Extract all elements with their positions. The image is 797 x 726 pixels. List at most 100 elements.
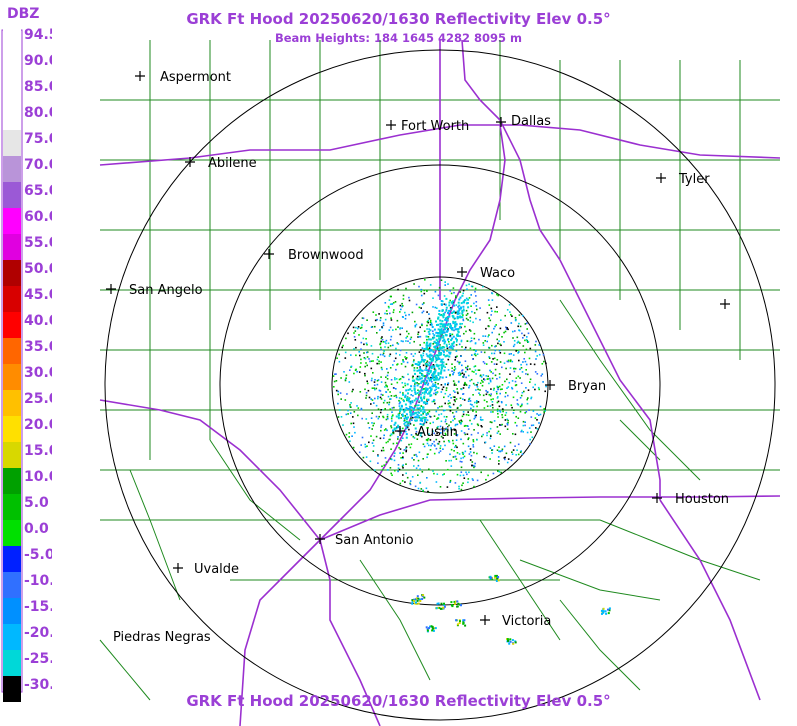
echo-pixel [423, 292, 426, 295]
echo-pixel [384, 302, 387, 304]
echo-pixel [543, 360, 545, 363]
echo-pixel [414, 427, 417, 430]
echo-pixel [459, 421, 461, 424]
echo-pixel [605, 612, 608, 615]
echo-pixel [404, 317, 407, 320]
echo-pixel [440, 366, 443, 369]
echo-pixel [393, 455, 396, 457]
echo-pixel [395, 328, 397, 331]
echo-pixel [491, 331, 493, 334]
echo-pixel [371, 442, 374, 444]
echo-pixel [474, 416, 477, 419]
map-title-bottom: GRK Ft Hood 20250620/1630 Reflectivity E… [186, 692, 611, 710]
echo-pixel [365, 397, 367, 399]
echo-pixel [433, 444, 436, 446]
echo-pixel [413, 385, 416, 388]
echo-pixel [505, 411, 508, 414]
echo-pixel [402, 360, 404, 362]
echo-pixel [423, 401, 426, 404]
city-cross-icon [480, 615, 490, 625]
echo-pixel [449, 481, 451, 483]
echo-pixel [458, 487, 460, 490]
echo-pixel [423, 596, 426, 599]
echo-pixel [439, 486, 442, 488]
echo-pixel [437, 602, 440, 605]
echo-pixel [459, 460, 462, 463]
echo-pixel [458, 420, 461, 422]
echo-pixel [380, 340, 382, 343]
echo-pixel [473, 302, 475, 305]
echo-pixel [441, 367, 443, 370]
echo-pixel [376, 379, 379, 382]
echo-pixel [409, 446, 412, 449]
echo-pixel [419, 367, 421, 369]
echo-pixel [462, 292, 464, 295]
echo-pixel [404, 311, 406, 314]
echo-pixel [418, 336, 420, 338]
echo-pixel [472, 409, 474, 411]
echo-pixel [455, 295, 457, 297]
echo-pixel [376, 332, 378, 334]
echo-pixel [462, 482, 464, 484]
echo-pixel [537, 386, 540, 389]
echo-pixel [368, 427, 371, 429]
echo-pixel [469, 316, 472, 319]
echo-pixel [413, 399, 416, 402]
echo-pixel [419, 377, 422, 380]
echo-pixel [439, 376, 442, 379]
echo-pixel [418, 404, 420, 407]
echo-pixel [462, 387, 465, 389]
echo-pixel [405, 427, 408, 430]
echo-pixel [452, 456, 455, 458]
echo-pixel [391, 420, 393, 422]
echo-pixel [453, 369, 456, 371]
echo-pixel [475, 301, 478, 303]
echo-pixel [422, 443, 425, 445]
echo-pixel [390, 379, 393, 381]
echo-pixel [503, 341, 505, 343]
echo-pixel [513, 367, 515, 370]
echo-pixel [458, 374, 460, 376]
echo-pixel [421, 311, 424, 314]
echo-pixel [441, 310, 444, 312]
echo-pixel [405, 287, 407, 290]
echo-pixel [436, 343, 439, 346]
echo-pixel [500, 471, 502, 474]
echo-pixel [527, 397, 529, 399]
echo-pixel [384, 312, 386, 315]
echo-pixel [523, 358, 525, 360]
echo-pixel [382, 416, 385, 419]
echo-pixel [405, 416, 407, 419]
echo-pixel [496, 426, 499, 428]
echo-pixel [405, 407, 408, 409]
echo-pixel [402, 316, 404, 318]
echo-pixel [397, 426, 400, 428]
echo-pixel [357, 414, 359, 417]
echo-pixel [429, 321, 432, 324]
echo-pixel [475, 354, 477, 357]
echo-pixel [456, 473, 459, 476]
echo-pixel [335, 380, 338, 382]
echo-pixel [394, 378, 396, 381]
echo-pixel [496, 338, 498, 341]
legend-swatch [3, 676, 21, 702]
echo-pixel [409, 400, 412, 403]
echo-pixel [507, 360, 510, 363]
echo-pixel [402, 359, 404, 361]
echo-pixel [414, 372, 416, 375]
echo-pixel [425, 412, 428, 415]
echo-pixel [418, 383, 420, 385]
legend-swatch [3, 624, 21, 650]
echo-pixel [386, 313, 388, 315]
echo-pixel [427, 382, 430, 385]
echo-pixel [442, 336, 445, 339]
echo-pixel [435, 391, 437, 394]
echo-pixel [353, 336, 356, 338]
echo-pixel [347, 332, 349, 335]
echo-pixel [515, 377, 518, 379]
echo-pixel [443, 396, 445, 399]
echo-pixel [448, 315, 451, 318]
echo-pixel [388, 403, 390, 406]
echo-pixel [345, 377, 347, 379]
echo-pixel [493, 352, 496, 355]
